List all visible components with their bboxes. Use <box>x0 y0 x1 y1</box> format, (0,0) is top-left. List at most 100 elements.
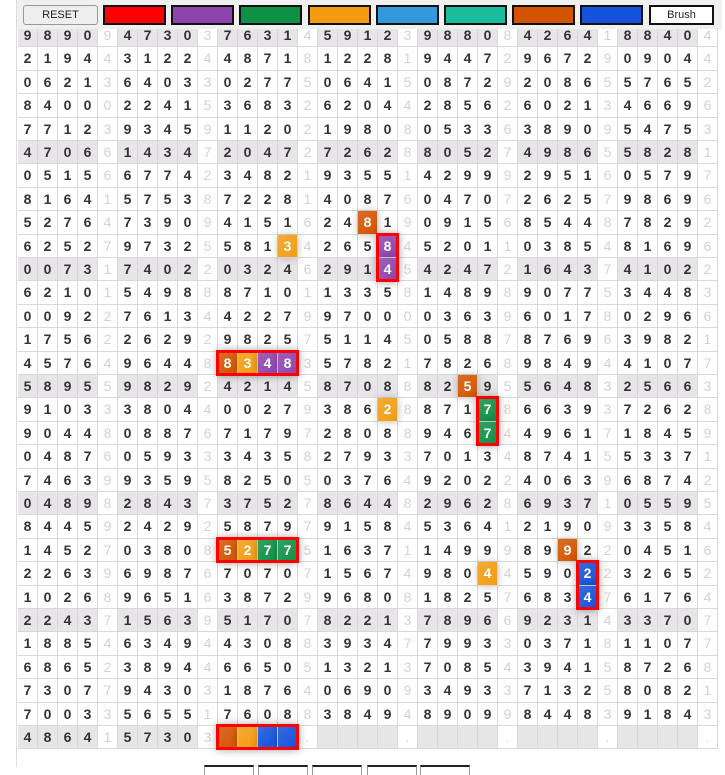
grid-cell[interactable] <box>438 726 458 750</box>
grid-cell[interactable]: 8 <box>338 421 358 446</box>
grid-cell[interactable]: 8 <box>358 187 378 212</box>
grid-cell[interactable]: 4 <box>158 94 178 118</box>
grid-cell[interactable]: 2 <box>438 375 458 399</box>
grid-cell[interactable]: 5 <box>138 445 158 469</box>
grid-cell[interactable]: 4 <box>78 47 98 71</box>
grid-cell[interactable]: 0 <box>78 94 98 118</box>
grid-cell[interactable]: 3 <box>118 655 138 680</box>
grid-cell[interactable]: 8 <box>18 515 38 539</box>
grid-cell[interactable]: 8 <box>238 515 258 539</box>
grid-cell[interactable]: 9 <box>518 351 538 375</box>
grid-cell[interactable]: 2 <box>518 515 538 539</box>
grid-cell[interactable]: 0 <box>658 632 678 656</box>
colored-cell[interactable]: 2 <box>378 398 398 422</box>
grid-cell[interactable]: 9 <box>518 281 538 305</box>
grid-cell[interactable]: 5 <box>158 187 178 212</box>
grid-cell[interactable]: 3 <box>338 468 358 492</box>
grid-cell[interactable]: 2 <box>418 492 438 516</box>
grid-cell[interactable]: 4 <box>178 398 198 422</box>
grid-cell[interactable]: 9 <box>118 585 138 609</box>
grid-cell[interactable]: 3 <box>458 117 478 141</box>
grid-cell[interactable]: 9 <box>58 375 78 399</box>
separator-cell[interactable]: 3 <box>98 702 118 726</box>
grid-cell[interactable]: 0 <box>38 304 58 329</box>
grid-cell[interactable]: 7 <box>78 679 98 703</box>
grid-cell[interactable]: 2 <box>58 585 78 609</box>
grid-cell[interactable]: 4 <box>378 328 398 352</box>
separator-cell[interactable]: 2 <box>698 562 718 586</box>
grid-cell[interactable]: 6 <box>218 655 238 680</box>
grid-cell[interactable]: 1 <box>238 609 258 633</box>
grid-cell[interactable]: 4 <box>78 726 98 750</box>
separator-cell[interactable]: . <box>398 726 418 750</box>
separator-cell[interactable]: 9 <box>498 70 518 95</box>
grid-cell[interactable]: 7 <box>618 398 638 422</box>
grid-cell[interactable]: 2 <box>378 351 398 375</box>
grid-cell[interactable]: 3 <box>478 304 498 329</box>
grid-cell[interactable]: 2 <box>218 141 238 165</box>
grid-cell[interactable]: 8 <box>618 679 638 703</box>
grid-cell[interactable]: 3 <box>158 679 178 703</box>
separator-cell[interactable]: 7 <box>398 632 418 656</box>
grid-cell[interactable]: 0 <box>658 351 678 375</box>
grid-cell[interactable]: 0 <box>418 187 438 212</box>
separator-cell[interactable]: 9 <box>198 211 218 235</box>
separator-cell[interactable]: 4 <box>198 47 218 71</box>
grid-cell[interactable]: 9 <box>438 211 458 235</box>
grid-cell[interactable]: 3 <box>118 47 138 71</box>
separator-cell[interactable]: 9 <box>198 609 218 633</box>
grid-cell[interactable]: 3 <box>78 258 98 282</box>
grid-cell[interactable]: 2 <box>178 234 198 258</box>
separator-cell[interactable]: 2 <box>198 328 218 352</box>
grid-cell[interactable]: 3 <box>558 492 578 516</box>
grid-cell[interactable]: 4 <box>78 421 98 446</box>
grid-cell[interactable]: 6 <box>358 398 378 422</box>
grid-cell[interactable]: 0 <box>358 304 378 329</box>
grid-cell[interactable]: 9 <box>618 702 638 726</box>
grid-cell[interactable]: 9 <box>118 234 138 258</box>
grid-cell[interactable]: 2 <box>178 258 198 282</box>
separator-cell[interactable]: 7 <box>698 164 718 188</box>
grid-cell[interactable]: 8 <box>38 375 58 399</box>
grid-cell[interactable]: 5 <box>618 141 638 165</box>
separator-cell[interactable]: 2 <box>698 211 718 235</box>
grid-cell[interactable]: 6 <box>558 468 578 492</box>
grid-cell[interactable]: 7 <box>618 211 638 235</box>
grid-cell[interactable]: 6 <box>78 211 98 235</box>
grid-cell[interactable]: 1 <box>158 304 178 329</box>
grid-cell[interactable]: 4 <box>658 24 678 48</box>
grid-cell[interactable]: 2 <box>258 258 278 282</box>
grid-cell[interactable]: 6 <box>518 94 538 118</box>
separator-cell[interactable]: 5 <box>598 70 618 95</box>
separator-cell[interactable]: 6 <box>698 304 718 329</box>
grid-cell[interactable]: 4 <box>278 375 298 399</box>
separator-cell[interactable]: 9 <box>598 47 618 71</box>
grid-cell[interactable]: 5 <box>158 702 178 726</box>
brush-button[interactable]: Brush <box>649 5 714 25</box>
grid-cell[interactable]: 1 <box>618 421 638 446</box>
separator-cell[interactable]: 9 <box>298 398 318 422</box>
grid-cell[interactable]: 5 <box>658 515 678 539</box>
grid-cell[interactable]: 8 <box>238 47 258 71</box>
grid-cell[interactable]: 2 <box>78 538 98 563</box>
grid-cell[interactable]: 2 <box>238 468 258 492</box>
grid-cell[interactable]: 5 <box>258 492 278 516</box>
grid-cell[interactable]: 7 <box>418 445 438 469</box>
grid-cell[interactable]: 1 <box>18 585 38 609</box>
separator-cell[interactable]: 6 <box>98 445 118 469</box>
grid-cell[interactable]: 3 <box>338 164 358 188</box>
grid-cell[interactable]: 1 <box>78 70 98 95</box>
grid-cell[interactable]: 8 <box>38 655 58 680</box>
grid-cell[interactable]: 4 <box>438 281 458 305</box>
separator-cell[interactable]: 6 <box>298 258 318 282</box>
grid-cell[interactable]: 4 <box>658 421 678 446</box>
grid-cell[interactable]: 5 <box>78 515 98 539</box>
grid-cell[interactable]: 1 <box>318 117 338 141</box>
separator-cell[interactable]: 6 <box>498 117 518 141</box>
separator-cell[interactable]: . <box>298 726 318 750</box>
grid-cell[interactable]: 2 <box>38 281 58 305</box>
grid-cell[interactable]: 6 <box>678 655 698 680</box>
colored-cell[interactable]: 8 <box>378 234 398 258</box>
grid-cell[interactable]: 8 <box>438 70 458 95</box>
grid-cell[interactable]: 1 <box>38 398 58 422</box>
